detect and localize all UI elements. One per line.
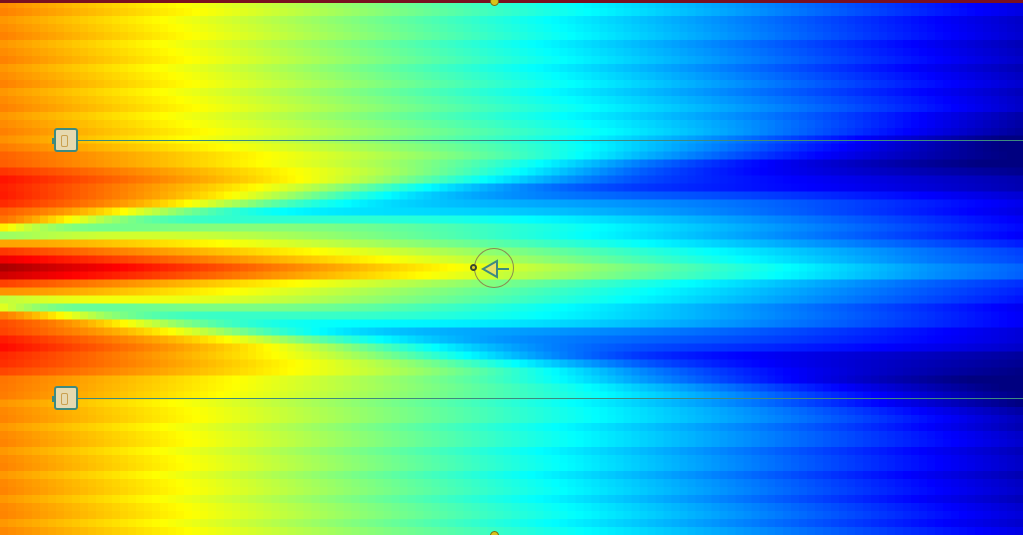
source-probe[interactable] [474, 248, 514, 288]
arrow-left-icon [480, 259, 509, 279]
probe-point[interactable] [470, 264, 477, 271]
lower-barrier-line [66, 398, 1023, 399]
top-border [0, 0, 1023, 3]
lower-barrier-handle[interactable] [52, 386, 78, 410]
upper-barrier-handle[interactable] [52, 128, 78, 152]
handle-nub [52, 138, 55, 144]
handle-grip-icon [61, 135, 68, 147]
handle-grip-icon [61, 393, 68, 405]
handle-nub [52, 396, 55, 402]
bottom-edge-marker[interactable] [490, 531, 499, 535]
top-edge-marker[interactable] [490, 0, 499, 6]
upper-barrier-line [66, 140, 1023, 141]
